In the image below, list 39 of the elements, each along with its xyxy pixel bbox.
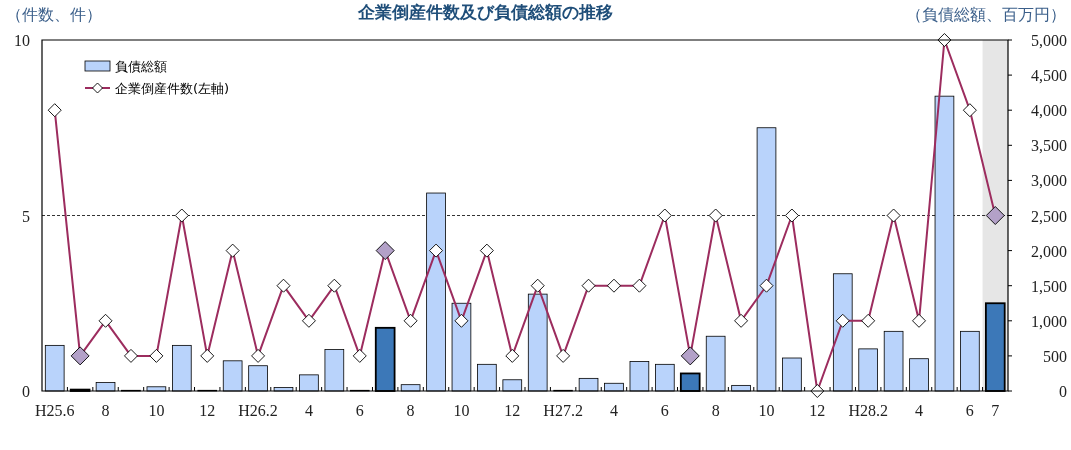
x-tick-label: 6 (965, 402, 974, 419)
x-tick-label: 12 (199, 402, 216, 419)
chart-title: 企業倒産件数及び負債総額の推移 (356, 2, 613, 22)
x-tick-label: 6 (660, 402, 669, 419)
x-tick-label: 8 (101, 402, 110, 419)
y2-tick-label: 4,500 (1031, 67, 1067, 85)
y-tick-label: 10 (14, 32, 30, 49)
x-tick-label: 6 (355, 402, 364, 419)
y2-tick-label: 500 (1043, 347, 1067, 365)
x-tick-label: H28.2 (848, 402, 888, 419)
x-tick-label: H27.2 (543, 402, 583, 419)
y2-tick-label: 3,500 (1031, 137, 1067, 155)
legend-label: 負債総額 (115, 59, 167, 74)
x-tick-label: 8 (711, 402, 720, 419)
y2-tick-label: 3,000 (1031, 172, 1067, 190)
x-tick-label: 7 (991, 402, 1000, 419)
x-tick-label: 10 (453, 402, 470, 419)
x-tick-label: 12 (504, 402, 521, 419)
x-tick-label: 10 (148, 402, 165, 419)
x-tick-label: H25.6 (34, 402, 75, 419)
x-tick-label: 4 (609, 402, 618, 419)
y2-tick-label: 4,000 (1031, 102, 1067, 120)
y-tick-label: 0 (22, 383, 30, 400)
legend-label: 企業倒産件数(左軸) (115, 81, 230, 96)
y2-tick-label: 5,000 (1031, 32, 1067, 49)
y2-axis-title: （負債総額、百万円） (906, 6, 1066, 23)
y2-tick-label: 2,500 (1031, 207, 1067, 225)
y2-tick-label: 1,000 (1031, 312, 1067, 330)
y2-tick-label: 2,000 (1031, 242, 1067, 260)
x-tick-label: 10 (758, 402, 775, 419)
x-tick-label: 4 (915, 402, 924, 419)
y-axis-title: （件数、件） (6, 6, 102, 23)
y-tick-label: 5 (22, 207, 30, 225)
x-tick-label: 8 (406, 402, 415, 419)
y2-tick-label: 0 (1059, 383, 1067, 400)
x-tick-label: 4 (304, 402, 313, 419)
x-tick-label: 12 (809, 402, 826, 419)
x-tick-label: H26.2 (238, 402, 278, 419)
y2-tick-label: 1,500 (1031, 277, 1067, 295)
